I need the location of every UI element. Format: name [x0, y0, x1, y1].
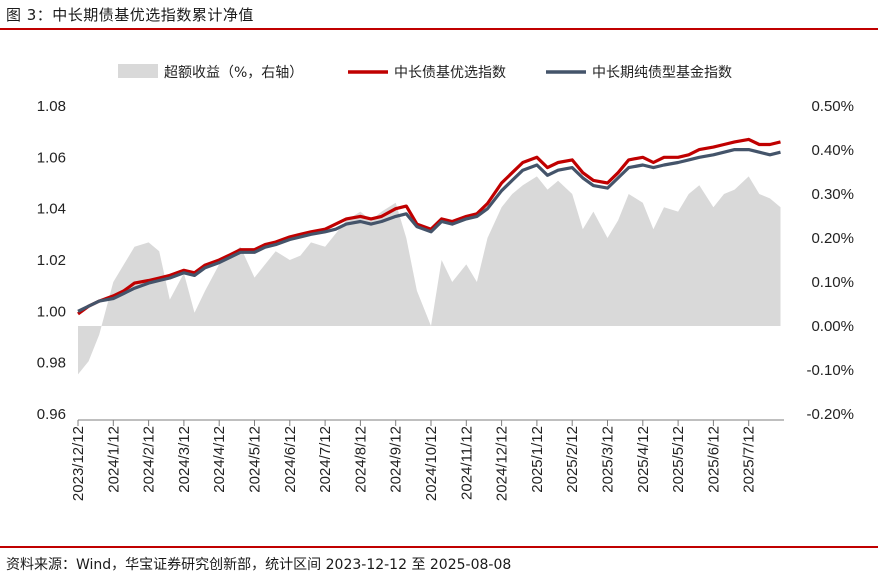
top-rule: [0, 28, 878, 30]
left-tick-label: 1.02: [37, 252, 66, 269]
x-tick-label: 2025/1/12: [529, 426, 546, 493]
figure-title: 图 3：中长期债基优选指数累计净值: [6, 6, 254, 24]
source-note: 资料来源：Wind，华宝证券研究创新部，统计区间 2023-12-12 至 20…: [6, 557, 512, 573]
left-tick-label: 1.04: [37, 201, 66, 218]
x-tick-label: 2025/2/12: [564, 426, 581, 493]
x-tick-label: 2025/3/12: [600, 426, 617, 493]
legend-swatch-excess-return: [118, 64, 158, 78]
right-tick-label: 0.30%: [811, 186, 854, 203]
right-tick-label: 0.40%: [811, 142, 854, 159]
excess-return-area-layer: [78, 176, 781, 375]
x-tick-label: 2024/7/12: [317, 426, 334, 493]
legend: 超额收益（%，右轴） 中长债基优选指数 中长期纯债型基金指数: [118, 64, 732, 81]
left-tick-label: 1.00: [37, 303, 66, 320]
legend-label-preferred-index: 中长债基优选指数: [394, 64, 506, 81]
left-tick-label: 1.06: [37, 149, 66, 166]
right-tick-label: 0.10%: [811, 274, 854, 291]
x-tick-label: 2025/7/12: [741, 426, 758, 493]
index-lines-layer: [77, 137, 781, 316]
left-tick-label: 0.98: [37, 355, 66, 372]
right-tick-label: -0.20%: [806, 406, 854, 423]
series-line-fund-index: [77, 148, 781, 313]
right-axis-ticks: -0.20% -0.10% 0.00% 0.10% 0.20% 0.30% 0.40% 0.5…: [806, 98, 854, 423]
x-tick-label: 2024/11/12: [458, 426, 475, 500]
bottom-rule: [0, 546, 878, 548]
x-tick-label: 2024/5/12: [247, 426, 264, 493]
right-tick-label: 0.20%: [811, 230, 854, 247]
x-tick-label: 2025/5/12: [670, 426, 687, 493]
right-tick-label: 0.50%: [811, 98, 854, 115]
x-tick-label: 2024/2/12: [141, 426, 158, 493]
x-tick-label: 2024/12/12: [494, 426, 511, 501]
x-tick-label: 2024/9/12: [388, 426, 405, 493]
x-tick-label: 2024/4/12: [211, 426, 228, 493]
x-tick-label: 2023/12/12: [70, 426, 87, 501]
x-tick-label: 2025/6/12: [705, 426, 722, 493]
left-tick-label: 0.96: [37, 406, 66, 423]
x-tick-label: 2024/6/12: [282, 426, 299, 493]
x-tick-label: 2024/8/12: [352, 426, 369, 493]
x-tick-label: 2024/10/12: [423, 426, 440, 501]
right-tick-label: -0.10%: [806, 362, 854, 379]
right-tick-label: 0.00%: [811, 318, 854, 335]
x-tick-label: 2024/3/12: [176, 426, 193, 493]
x-tick-label: 2025/4/12: [635, 426, 652, 493]
legend-label-fund-index: 中长期纯债型基金指数: [592, 64, 732, 81]
x-tick-label: 2024/1/12: [105, 426, 122, 493]
left-axis-ticks: 0.96 0.98 1.00 1.02 1.04 1.06 1.08: [37, 98, 66, 423]
left-tick-label: 1.08: [37, 98, 66, 115]
legend-label-excess-return: 超额收益（%，右轴）: [164, 65, 303, 81]
x-axis: 2023/12/12 2024/1/12 2024/2/12 2024/3/12 202…: [70, 419, 784, 501]
excess-return-area: [78, 176, 781, 375]
series-line-preferred-index: [77, 137, 781, 316]
